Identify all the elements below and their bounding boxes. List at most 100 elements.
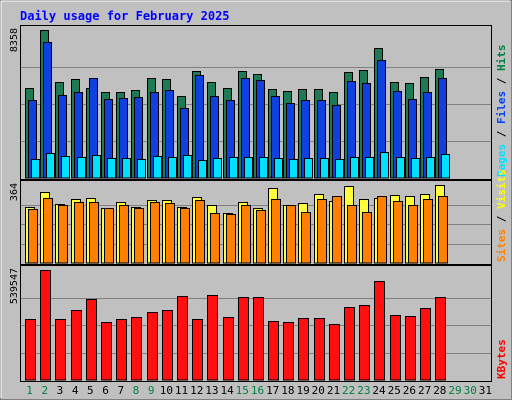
x-tick-label: 4 xyxy=(72,384,79,397)
x-tick-label: 14 xyxy=(220,384,234,397)
kbytes-bar-kbytes xyxy=(344,307,355,381)
kbytes-bar-kbytes xyxy=(420,308,431,381)
hits-files-pages-bar-pages xyxy=(289,159,298,179)
hits-files-pages-bar-pages xyxy=(122,158,131,179)
x-tick-label: 7 xyxy=(117,384,124,397)
visits-sites-legend-item: Visits xyxy=(495,169,508,209)
x-tick-label: 30 xyxy=(464,384,477,397)
kbytes-bar-kbytes xyxy=(253,297,264,381)
visits-sites-bar-sites xyxy=(226,214,236,264)
hits-files-pages-bar-pages xyxy=(183,155,192,179)
visits-sites-bar-sites xyxy=(317,199,327,264)
visits-sites-bar-sites xyxy=(393,201,403,264)
x-tick-label: 28 xyxy=(433,384,446,397)
hits-files-pages-bar-pages xyxy=(274,158,283,179)
x-tick-label: 8 xyxy=(133,384,140,397)
hits-files-pages-legend-item: / xyxy=(495,71,508,91)
kbytes-bar-kbytes xyxy=(223,317,234,381)
kbytes-bar-kbytes xyxy=(329,324,340,381)
x-tick-label: 1 xyxy=(26,384,33,397)
kbytes-bar-kbytes xyxy=(207,295,218,381)
x-tick-label: 27 xyxy=(418,384,431,397)
x-tick-label: 13 xyxy=(205,384,218,397)
chart-title: Daily usage for February 2025 xyxy=(20,9,230,23)
x-tick-label: 25 xyxy=(388,384,401,397)
x-tick-label: 10 xyxy=(160,384,173,397)
x-tick-label: 11 xyxy=(175,384,188,397)
kbytes-bar-kbytes xyxy=(238,297,249,381)
hits-files-pages-legend-item: Pages xyxy=(495,144,508,177)
hits-files-pages-bar-pages xyxy=(77,157,86,179)
x-tick-label: 26 xyxy=(403,384,416,397)
visits-sites-legend-item: / xyxy=(495,209,508,229)
hits-files-pages-bar-pages xyxy=(137,159,146,179)
kbytes-bar-kbytes xyxy=(314,318,325,381)
hits-files-pages-bar-pages xyxy=(198,160,207,179)
hits-files-pages-legend-item: / xyxy=(495,124,508,144)
visits-sites-bar-sites xyxy=(119,205,129,264)
kbytes-bar-kbytes xyxy=(268,321,279,381)
kbytes-legend: KBytes xyxy=(495,339,508,379)
x-tick-label: 21 xyxy=(327,384,340,397)
hits-files-pages-bar-pages xyxy=(107,158,116,179)
hits-files-pages-bar-pages xyxy=(61,156,70,179)
kbytes-bar-kbytes xyxy=(192,319,203,381)
visits-sites-bar-sites xyxy=(210,213,220,264)
hits-files-pages-bar-pages xyxy=(426,157,435,179)
kbytes-bar-kbytes xyxy=(101,322,112,381)
kbytes-bar-kbytes xyxy=(177,296,188,381)
visits-sites-bar-sites xyxy=(165,203,175,264)
visits-sites-bar-sites xyxy=(195,200,205,264)
visits-sites-bar-sites xyxy=(347,205,357,264)
visits-sites-bar-sites xyxy=(74,202,84,264)
visits-sites-bar-sites xyxy=(180,208,190,264)
x-tick-label: 2 xyxy=(41,384,48,397)
kbytes-bar-kbytes xyxy=(359,305,370,381)
visits-sites-bar-sites xyxy=(423,199,433,264)
visits-sites-legend: Sites / Visits xyxy=(495,169,508,262)
x-tick-label: 9 xyxy=(148,384,155,397)
kbytes-bar-kbytes xyxy=(374,281,385,381)
kbytes-bar-kbytes xyxy=(55,319,66,381)
kbytes-bar-kbytes xyxy=(86,299,97,381)
kbytes-bar-kbytes xyxy=(390,315,401,381)
hits-files-pages-bar-pages xyxy=(153,156,162,179)
kbytes-bar-kbytes xyxy=(283,322,294,381)
kbytes-bar-kbytes xyxy=(131,317,142,381)
kbytes-bar-kbytes xyxy=(40,270,51,381)
visits-sites-ymax-label: 364 xyxy=(9,183,20,201)
hits-files-pages-bar-pages xyxy=(304,158,313,179)
visits-sites-bar-sites xyxy=(28,209,38,264)
x-tick-label: 3 xyxy=(57,384,64,397)
visits-sites-bar-sites xyxy=(362,212,372,264)
kbytes-bar-kbytes xyxy=(435,297,446,381)
hits-files-pages-bar-pages xyxy=(229,157,238,179)
hits-files-pages-ymax-label: 8358 xyxy=(9,28,20,52)
hits-files-pages-bar-pages xyxy=(46,153,55,179)
hits-files-pages-bar-pages xyxy=(213,158,222,179)
x-tick-label: 18 xyxy=(281,384,294,397)
x-tick-label: 31 xyxy=(479,384,492,397)
hits-files-pages-bar-pages xyxy=(320,158,329,179)
kbytes-bar-kbytes xyxy=(116,319,127,381)
visits-sites-bar-sites xyxy=(271,199,281,264)
visits-sites-bar-sites xyxy=(286,205,296,264)
visits-sites-bar-sites xyxy=(408,205,418,264)
x-tick-label: 15 xyxy=(236,384,249,397)
hits-files-pages-legend: Pages / Files / Hits xyxy=(495,45,508,178)
visits-sites-bar-sites xyxy=(377,196,387,264)
hits-files-pages-bar-pages xyxy=(92,155,101,179)
visits-sites-bar-sites xyxy=(43,198,53,264)
hits-files-pages-bar-pages xyxy=(244,157,253,179)
hits-files-pages-legend-item: Files xyxy=(495,91,508,124)
visits-sites-bar-sites xyxy=(301,212,311,264)
kbytes-bar-kbytes xyxy=(162,310,173,381)
visits-sites-bar-sites xyxy=(438,196,448,264)
hits-files-pages-bar-pages xyxy=(365,157,374,179)
hits-files-pages-bar-pages xyxy=(259,157,268,179)
x-tick-label: 12 xyxy=(190,384,203,397)
x-tick-label: 19 xyxy=(296,384,309,397)
x-tick-label: 24 xyxy=(372,384,386,397)
